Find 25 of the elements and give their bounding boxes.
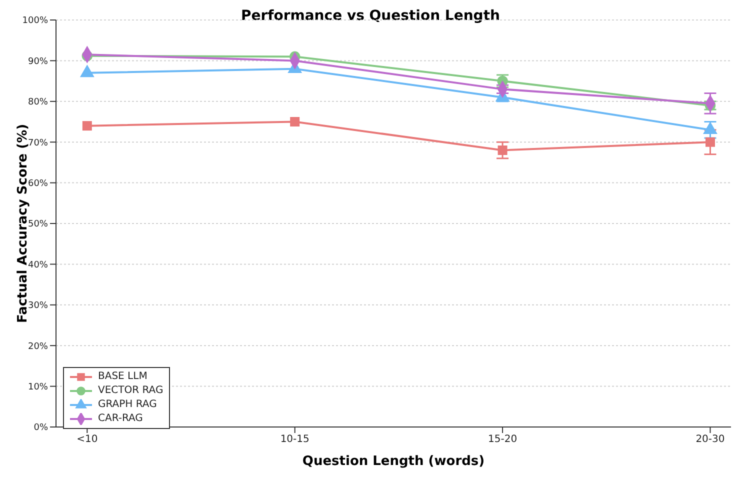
- legend-label: CAR-RAG: [98, 412, 143, 426]
- y-tick-label: 20%: [28, 342, 48, 352]
- chart-title: Performance vs Question Length: [241, 8, 500, 24]
- point: [705, 137, 715, 147]
- point: [82, 121, 92, 131]
- y-tick-label: 70%: [28, 138, 48, 148]
- y-tick-label: 40%: [28, 260, 48, 270]
- y-tick-label: 50%: [28, 220, 48, 230]
- y-tick-label: 30%: [28, 301, 48, 312]
- y-tick-label: 100%: [22, 16, 48, 26]
- x-tick-label: 15-20: [488, 434, 518, 446]
- y-tick-label: 80%: [28, 98, 48, 108]
- x-tick-label: <10: [76, 434, 98, 446]
- x-tick-label: 10-15: [280, 434, 310, 446]
- y-tick-label: 90%: [28, 56, 48, 67]
- legend-label: BASE LLM: [98, 370, 148, 384]
- legend-label: VECTOR RAG: [98, 384, 164, 398]
- x-tick-label: 20-30: [696, 434, 725, 446]
- y-tick-label: 10%: [28, 382, 48, 392]
- y-tick-label: 0%: [34, 423, 48, 434]
- legend-label: GRAPH RAG: [98, 398, 157, 412]
- point: [290, 117, 300, 126]
- x-axis-title: Question Length (words): [302, 454, 485, 469]
- point: [498, 145, 508, 155]
- y-tick-label: 60%: [28, 178, 48, 189]
